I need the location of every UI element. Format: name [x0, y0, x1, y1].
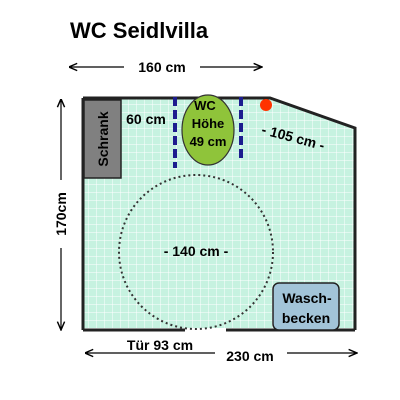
cabinet-label: Schrank — [95, 111, 111, 166]
top-width-label-bg — [124, 58, 200, 76]
wc-label-line2: Höhe — [192, 116, 225, 131]
turning-circle — [118, 174, 274, 330]
sink-label-line2: becken — [282, 310, 330, 326]
top-width-label: 160 cm — [138, 59, 185, 75]
bottom-width-label: 230 cm — [226, 348, 273, 364]
left-height-label-bg — [52, 180, 70, 248]
wc-label-line3: 49 cm — [190, 134, 227, 149]
bottom-width-label-bg — [215, 345, 287, 367]
cabinet — [83, 99, 122, 179]
alarm-button-icon — [260, 99, 272, 111]
left-height-label: 170cm — [53, 192, 69, 236]
room-floor — [83, 98, 355, 330]
turning-circle-label: - 140 cm - — [164, 243, 229, 259]
sink-label-line1: Wasch- — [282, 290, 332, 306]
door-label: Tür 93 cm — [127, 337, 193, 353]
page-title: WC Seidlvilla — [70, 18, 209, 43]
sink — [272, 282, 340, 331]
wc-label-line1: WC — [194, 98, 216, 113]
wc-front-distance-label: 60 cm — [126, 111, 166, 127]
wc-toilet — [181, 94, 235, 166]
